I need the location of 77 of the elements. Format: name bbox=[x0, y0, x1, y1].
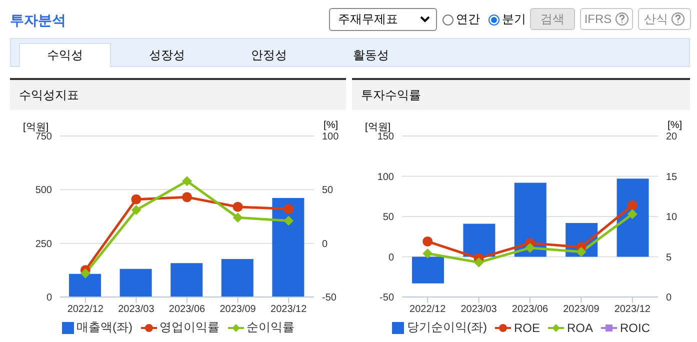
text: 산식 bbox=[644, 10, 668, 28]
text: 연간 bbox=[456, 11, 480, 28]
point bbox=[232, 212, 243, 223]
legend-label: 매출액(좌) bbox=[76, 319, 132, 336]
y2-tick-label: 20 bbox=[666, 132, 678, 143]
point bbox=[182, 192, 192, 202]
point bbox=[576, 246, 586, 257]
y2-tick-label: 0 bbox=[322, 238, 328, 250]
point bbox=[284, 204, 294, 214]
bar bbox=[120, 268, 152, 297]
y-tick-label: 500 bbox=[35, 185, 52, 196]
point bbox=[474, 257, 484, 268]
legend-label: 영업이익률 bbox=[160, 319, 220, 336]
y-tick-label: 50 bbox=[382, 212, 394, 224]
x-tick-label: 2023/12 bbox=[614, 304, 651, 316]
legend-label: ROE bbox=[514, 320, 540, 334]
point bbox=[182, 176, 192, 186]
x-tick-label: 2023/06 bbox=[512, 304, 549, 316]
y2-tick-label: 10 bbox=[666, 212, 678, 224]
point bbox=[525, 242, 535, 253]
x-tick-label: 2023/06 bbox=[168, 304, 206, 316]
text: 주재무제표 bbox=[338, 11, 398, 28]
bar bbox=[170, 263, 203, 297]
y-tick-label: 100 bbox=[377, 172, 394, 183]
legend-label: 순이익률 bbox=[246, 319, 294, 336]
point bbox=[627, 200, 638, 210]
y2-axis-title: [%] bbox=[668, 120, 682, 131]
x-tick-label: 2023/03 bbox=[460, 304, 498, 316]
legend-label: 당기순이익(좌) bbox=[406, 319, 487, 336]
y-tick-label: 0 bbox=[46, 292, 52, 304]
y-axis-title: [억원] bbox=[365, 121, 391, 133]
bar bbox=[69, 274, 101, 297]
chart-title: 투자수익률 bbox=[352, 80, 690, 110]
x-tick-label: 2022/12 bbox=[410, 304, 446, 316]
x-tick-label: 2023/09 bbox=[563, 304, 600, 316]
y2-tick-label: 0 bbox=[666, 292, 672, 304]
chart-title: 수익성지표 bbox=[10, 80, 346, 110]
y2-tick-label: 5 bbox=[666, 252, 672, 264]
bar bbox=[221, 259, 254, 297]
legend-label: ROIC bbox=[620, 320, 650, 334]
bar bbox=[412, 256, 444, 284]
y2-tick-label: 15 bbox=[666, 172, 678, 183]
y-tick-label: 250 bbox=[35, 238, 52, 250]
x-tick-label: 2023/09 bbox=[220, 304, 256, 316]
text: 안정성 bbox=[250, 46, 288, 64]
bar bbox=[272, 198, 304, 297]
point bbox=[131, 205, 142, 216]
y-tick-label: 0 bbox=[388, 252, 394, 264]
x-tick-label: 2023/12 bbox=[270, 304, 308, 316]
x-tick-label: 2023/03 bbox=[118, 304, 155, 316]
bar bbox=[463, 224, 496, 257]
y-tick-label: -50 bbox=[380, 292, 394, 304]
y2-tick-label: -50 bbox=[322, 292, 337, 304]
text: 활동성 bbox=[352, 46, 390, 64]
text: 수익성 bbox=[19, 43, 111, 67]
y2-tick-label: 50 bbox=[322, 185, 334, 196]
y2-axis-title: [%] bbox=[324, 120, 338, 131]
bar bbox=[514, 182, 546, 257]
text: IFRS bbox=[584, 12, 612, 26]
y-axis-title: [억원] bbox=[23, 121, 49, 133]
text: 분기 bbox=[502, 11, 526, 28]
point bbox=[232, 202, 243, 212]
point bbox=[284, 216, 294, 226]
y2-tick-label: 100 bbox=[322, 132, 340, 143]
text: 성장성 bbox=[148, 46, 186, 64]
point bbox=[422, 248, 433, 259]
point bbox=[422, 236, 433, 246]
y-tick-label: 150 bbox=[377, 132, 394, 143]
point bbox=[80, 268, 90, 278]
text: 투자분석 bbox=[10, 12, 66, 30]
point bbox=[627, 209, 638, 220]
legend-label: ROA bbox=[567, 320, 594, 334]
point bbox=[131, 194, 142, 204]
x-tick-label: 2022/12 bbox=[67, 304, 104, 316]
y-tick-label: 750 bbox=[35, 132, 52, 143]
text: 검색 bbox=[530, 8, 575, 30]
bar bbox=[616, 178, 649, 257]
